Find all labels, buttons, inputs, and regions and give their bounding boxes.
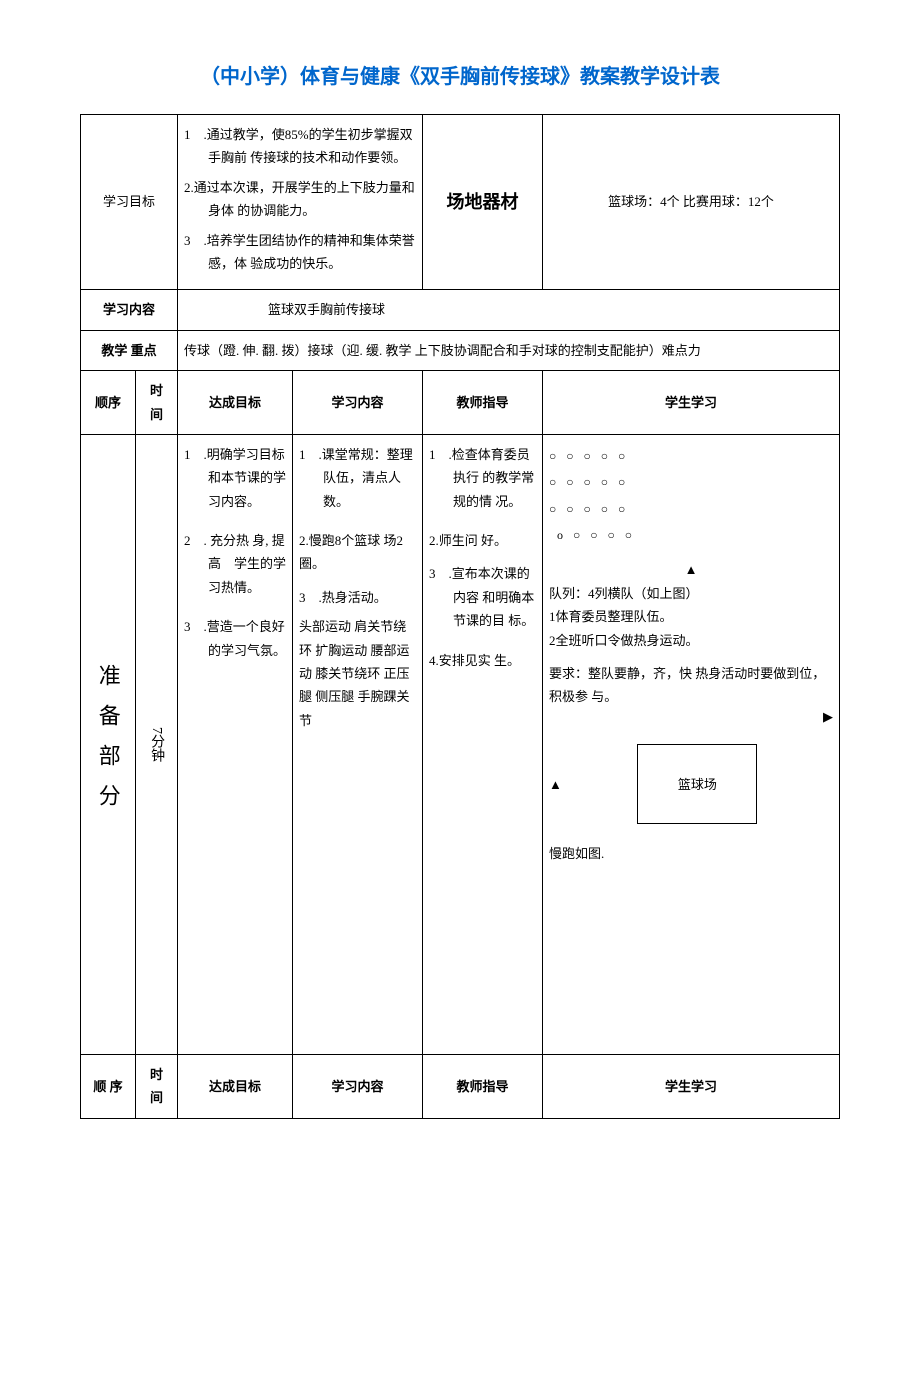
prep-content-3b: 头部运动 肩关节绕环 扩胸运动 腰部运动 膝关节绕环 正压腿 侧压腿 手腕踝关节 xyxy=(299,615,416,732)
prep-content-2: 2.慢跑8个篮球 场2圈。 xyxy=(299,529,416,576)
lesson-plan-table: 学习目标 1 .通过教学，使85%的学生初步掌握双手胸前 传接球的技术和动作要领… xyxy=(80,114,840,1119)
goal-item-1: 1 .通过教学，使85%的学生初步掌握双手胸前 传接球的技术和动作要领。 xyxy=(184,123,416,170)
formation-diagram: ○○○○○ ○○○○○ ○○○○○ o○○○○ xyxy=(549,443,833,549)
footer-goal: 达成目标 xyxy=(178,1054,293,1118)
learning-content-value: 篮球双手胸前传接球 xyxy=(178,290,840,330)
prep-goal-2: 2 . 充分热 身, 提高 学生的学 习热情。 xyxy=(184,529,286,599)
court-box: 篮球场 xyxy=(637,744,757,824)
prep-teacher-2: 2.师生问 好。 xyxy=(429,529,536,552)
footer-teacher: 教师指导 xyxy=(423,1054,543,1118)
triangle-left-icon: ▲ xyxy=(549,773,562,796)
formation-label: 队列：4列横队（如上图） xyxy=(549,582,833,605)
page-title: （中小学）体育与健康《双手胸前传接球》教案教学设计表 xyxy=(80,60,840,89)
prep-teacher-3: 3 .宣布本次课的内容 和明确本 节课的目 标。 xyxy=(429,562,536,632)
prep-student-1: 1体育委员整理队伍。 xyxy=(549,605,833,628)
prep-goal-3: 3 .营造一个良好的学习气氛。 xyxy=(184,615,286,662)
footer-time: 时 间 xyxy=(136,1054,178,1118)
equipment-label: 场地器材 xyxy=(423,115,543,290)
goal-item-2: 2.通过本次课，开展学生的上下肢力量和身体 的协调能力。 xyxy=(184,176,416,223)
prep-teacher: 1 .检查体育委员执行 的教学常 规的情 况。 2.师生问 好。 3 .宣布本次… xyxy=(423,434,543,1054)
prep-goals: 1 .明确学习目标和本节课的学习内容。 2 . 充分热 身, 提高 学生的学 习… xyxy=(178,434,293,1054)
prep-section-label: 准备部分 xyxy=(81,434,136,1054)
header-teacher: 教师指导 xyxy=(423,371,543,435)
learning-goal-label: 学习目标 xyxy=(81,115,178,290)
teaching-focus-label: 教学 重点 xyxy=(81,330,178,370)
header-content: 学习内容 xyxy=(293,371,423,435)
prep-goal-1: 1 .明确学习目标和本节课的学习内容。 xyxy=(184,443,286,513)
prep-student-req: 要求：整队要静，齐，快 热身活动时要做到位，积极参 与。 xyxy=(549,662,833,709)
header-student: 学生学习 xyxy=(543,371,840,435)
prep-teacher-4: 4.安排见实 生。 xyxy=(429,649,536,672)
header-sequence: 顺序 xyxy=(81,371,136,435)
header-time: 时 间 xyxy=(136,371,178,435)
prep-content-3: 3 .热身活动。 xyxy=(299,586,416,609)
prep-teacher-1: 1 .检查体育委员执行 的教学常 规的情 况。 xyxy=(429,443,536,513)
prep-student: ○○○○○ ○○○○○ ○○○○○ o○○○○ ▲ 队列：4列横队（如上图） 1… xyxy=(543,434,840,1054)
footer-sequence: 顺 序 xyxy=(81,1054,136,1118)
formation-teacher-icon: ▲ xyxy=(549,558,833,581)
footer-student: 学生学习 xyxy=(543,1054,840,1118)
equipment-content: 篮球场：4个 比赛用球：12个 xyxy=(543,115,840,290)
header-goal: 达成目标 xyxy=(178,371,293,435)
teaching-focus-content: 传球（蹬. 伸. 翻. 拨）接球（迎. 缓. 教学 上下肢协调配合和手对球的控制… xyxy=(178,330,840,370)
prep-time: 7分钟 xyxy=(136,434,178,1054)
prep-content-1: 1 .课堂常规：整理队伍，清点人数。 xyxy=(299,443,416,513)
goal-item-3: 3 .培养学生团结协作的精神和集体荣誉感，体 验成功的快乐。 xyxy=(184,229,416,276)
prep-content: 1 .课堂常规：整理队伍，清点人数。 2.慢跑8个篮球 场2圈。 3 .热身活动… xyxy=(293,434,423,1054)
footer-content: 学习内容 xyxy=(293,1054,423,1118)
jog-label: 慢跑如图. xyxy=(549,842,833,865)
learning-goal-content: 1 .通过教学，使85%的学生初步掌握双手胸前 传接球的技术和动作要领。 2.通… xyxy=(178,115,423,290)
learning-content-label: 学习内容 xyxy=(81,290,178,330)
prep-student-2: 2全班听口令做热身运动。 xyxy=(549,629,833,652)
